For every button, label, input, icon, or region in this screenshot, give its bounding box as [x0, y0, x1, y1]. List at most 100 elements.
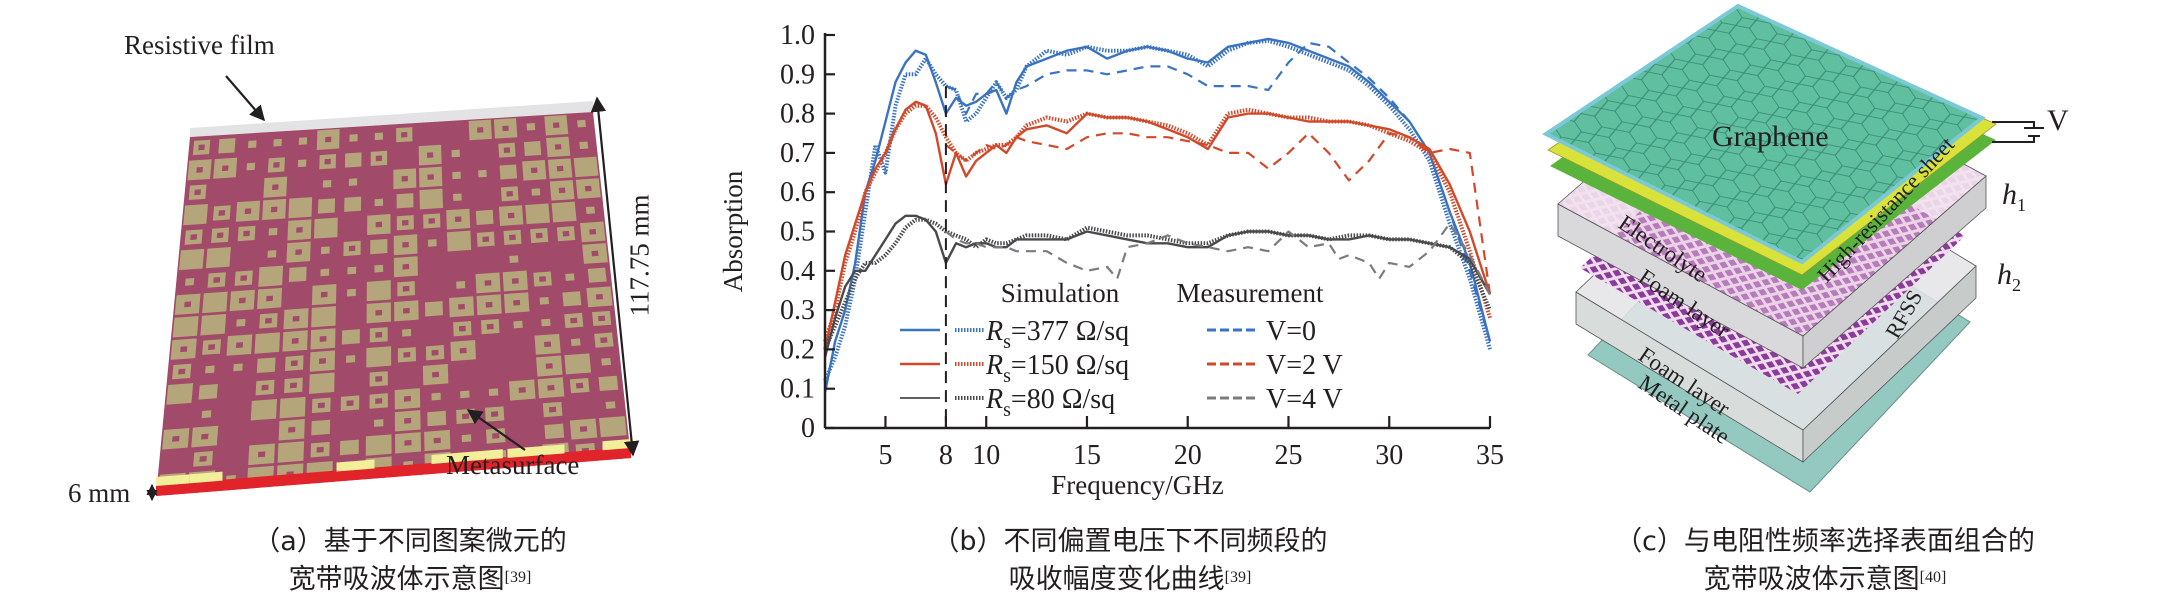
metasurface-patch-hole	[261, 384, 269, 391]
metasurface-patch-hole	[575, 382, 584, 389]
metasurface-patch-hole	[503, 147, 511, 153]
metasurface-patch	[427, 410, 447, 427]
metasurface-patch-hole	[485, 301, 493, 308]
h1-symbol: h	[2002, 178, 2017, 211]
metasurface-patch	[273, 138, 282, 147]
metasurface-patch-hole	[401, 175, 408, 182]
absorber-edge	[156, 447, 631, 496]
metasurface-patch-hole	[428, 218, 435, 224]
caption-c-line1: （c）与电阻性频率选择表面组合的	[1615, 526, 2035, 557]
x-tick-label: 35	[1476, 440, 1504, 471]
metasurface-patch	[573, 156, 599, 178]
caption-c: （c）与电阻性频率选择表面组合的 宽带吸波体示意图[40]	[1545, 523, 2105, 599]
metasurface-patch	[198, 383, 218, 400]
series-line-gray_meas-dashed	[945, 222, 1491, 295]
metasurface-patch	[172, 315, 199, 338]
series-line-gray-dotted	[823, 217, 1492, 351]
metasurface-patch	[348, 178, 358, 186]
metasurface-patch-hole	[266, 295, 274, 302]
metasurface-patch-hole	[319, 336, 327, 342]
metasurface-patch	[322, 179, 332, 188]
metasurface-patch-hole	[196, 166, 203, 173]
rs-value: =80 Ω/sq	[1011, 384, 1115, 415]
legend-measurement-entry: V=0	[1266, 316, 1316, 347]
metasurface-patch-hole	[426, 152, 434, 158]
rs-symbol: R	[985, 350, 1003, 381]
metasurface-patch-hole	[570, 317, 578, 324]
metasurface-patch-hole	[507, 212, 515, 219]
metasurface-patch	[565, 273, 575, 281]
x-tick-label: 10	[972, 440, 1000, 471]
rs-value: =150 Ω/sq	[1011, 350, 1129, 381]
metasurface-patch-hole	[556, 165, 564, 172]
x-tick-label: 5	[878, 440, 892, 471]
metasurface-patch	[499, 164, 518, 180]
metasurface-patch	[453, 193, 462, 202]
metasurface-patch	[250, 399, 277, 421]
metasurface-patch	[202, 291, 228, 314]
legend-simulation-title: Simulation	[1001, 278, 1120, 308]
metasurface-patch	[366, 346, 392, 368]
metasurface-patch-hole	[511, 278, 519, 284]
metasurface-patch	[370, 238, 388, 255]
metasurface-patch-hole	[208, 344, 216, 351]
y-tick-label: 0.7	[780, 138, 815, 169]
caption-a-line2: 宽带吸波体示意图[39]	[180, 561, 640, 599]
tick-labels: 0 0.1 0.2 0.3 0.4 0.5 0.6 0.7 0.8 0.9 1.0 5 8 10 15 20 2…	[780, 20, 1504, 471]
voltage-source-icon	[1992, 121, 2044, 143]
metasurface-patch	[446, 230, 472, 252]
metasurface-patch	[346, 355, 356, 363]
metasurface-patch	[570, 338, 581, 347]
metasurface-patch	[349, 134, 358, 142]
metasurface-patch-hole	[295, 249, 302, 256]
metasurface-patch	[178, 248, 205, 271]
metasurface-patch	[525, 203, 550, 225]
metasurface-patch	[577, 119, 586, 128]
metasurface-patch	[344, 152, 362, 168]
metasurface-patch-hole	[190, 234, 198, 240]
metasurface-patch	[366, 280, 391, 302]
metasurface-patch-hole	[509, 234, 516, 241]
metasurface-patch-hole	[579, 426, 588, 432]
metasurface-patch	[427, 239, 437, 247]
h2-symbol: h	[1997, 258, 2012, 291]
metasurface-patch-hole	[403, 307, 410, 314]
caption-a-line2-text: 宽带吸波体示意图	[288, 564, 505, 595]
metasurface-patch-hole	[375, 155, 382, 162]
legend-simulation-entry: Rs=150 Ω/sq	[985, 350, 1129, 387]
metasurface-patch-hole	[431, 349, 439, 356]
resistive-film-layer	[190, 101, 593, 137]
legend-simulation-entry: Rs=377 Ω/sq	[985, 316, 1129, 353]
metasurface-patch-hole	[548, 406, 557, 413]
edge-patch	[431, 451, 470, 464]
metasurface-patch-hole	[243, 230, 250, 237]
metasurface-patch	[601, 357, 612, 366]
caption-b-line2-text: 吸收幅度变化曲线	[1008, 564, 1225, 595]
metasurface-patch	[311, 419, 331, 436]
legend-simulation-entry: Rs=80 Ω/sq	[985, 384, 1115, 421]
legend: Simulation Measurement Rs=377 Ω/sq V=0Rs=…	[900, 278, 1343, 421]
metasurface-label: Metasurface	[446, 450, 580, 480]
metasurface-patch-hole	[403, 351, 411, 358]
metasurface-patch	[587, 267, 607, 283]
metasurface-patch	[279, 396, 306, 419]
metasurface-patch-hole	[458, 325, 466, 332]
metasurface-patch-hole	[433, 437, 441, 444]
metasurface-patch	[509, 255, 519, 263]
metasurface-patch-hole	[273, 162, 280, 168]
metasurface-patch	[267, 250, 277, 258]
rs-subscript: s	[1003, 399, 1011, 421]
metasurface-patch	[523, 141, 542, 157]
metasurface-patch	[288, 197, 313, 219]
h2-subscript: 2	[2012, 275, 2021, 295]
metasurface-patch	[374, 132, 383, 141]
metasurface-patch-hole	[184, 301, 192, 308]
layered-absorber-illustration	[1542, 3, 2044, 493]
rs-value: =377 Ω/sq	[1011, 316, 1129, 347]
metasurface-patch	[452, 171, 461, 180]
series-line-blue-solid	[823, 37, 1492, 393]
caption-c-reference: [40]	[1919, 569, 1947, 586]
metasurface-patch-hole	[178, 368, 186, 375]
caption-c-line2-text: 宽带吸波体示意图	[1703, 564, 1920, 595]
metasurface-patch-hole	[491, 411, 499, 417]
